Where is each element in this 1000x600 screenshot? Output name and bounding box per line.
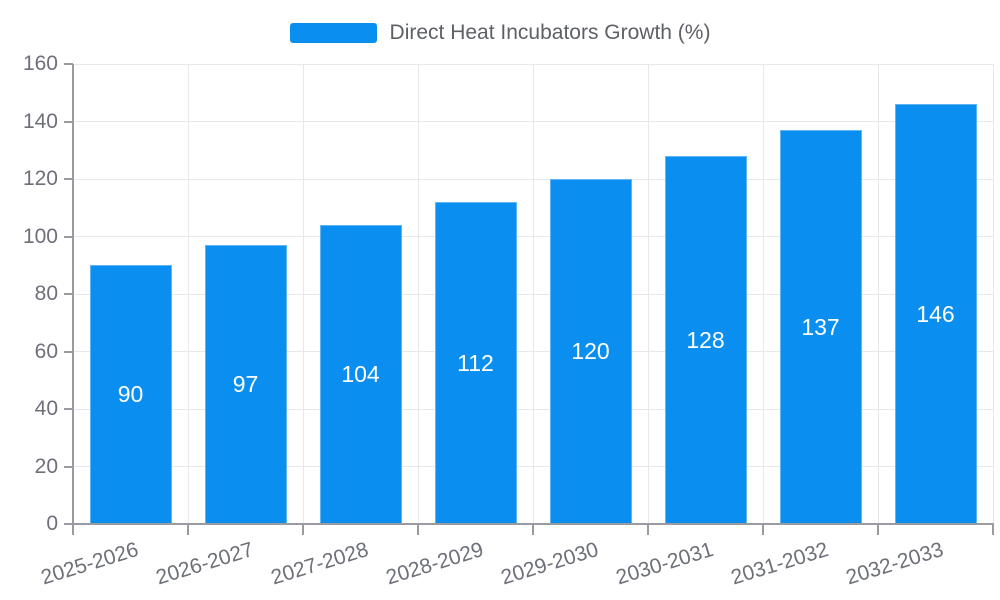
gridline-vertical bbox=[417, 64, 419, 524]
y-tick-label: 0 bbox=[46, 512, 58, 535]
y-axis-tick bbox=[64, 63, 73, 65]
y-axis-tick bbox=[64, 408, 73, 410]
bar-value-label: 128 bbox=[686, 326, 725, 353]
y-tick-label: 140 bbox=[22, 109, 58, 133]
bar-2030-2031[interactable]: 128 bbox=[664, 156, 747, 524]
y-tick-label: 60 bbox=[34, 339, 58, 363]
y-tick-label: 120 bbox=[22, 167, 58, 190]
x-tick-label: 2027-2028 bbox=[268, 538, 372, 590]
y-axis-tick bbox=[64, 293, 73, 295]
y-axis-line bbox=[72, 64, 74, 525]
bar-2028-2029[interactable]: 112 bbox=[434, 202, 517, 524]
gridline-vertical bbox=[532, 64, 534, 524]
gridline-vertical bbox=[302, 64, 304, 524]
bar-2032-2033[interactable]: 146 bbox=[894, 104, 977, 524]
x-axis-tick bbox=[417, 524, 419, 535]
legend-item[interactable]: Direct Heat Incubators Growth (%) bbox=[0, 20, 1000, 46]
y-axis-tick bbox=[64, 120, 73, 123]
bar-2027-2028[interactable]: 104 bbox=[319, 225, 402, 524]
x-axis-line bbox=[72, 523, 994, 525]
x-axis-tick bbox=[992, 524, 994, 535]
y-axis-tick bbox=[64, 178, 73, 180]
gridline-vertical bbox=[992, 64, 994, 524]
y-axis-tick bbox=[64, 465, 73, 468]
x-tick-label: 2031-2032 bbox=[728, 538, 832, 590]
x-tick-label: 2032-2033 bbox=[843, 538, 947, 590]
y-tick-label: 160 bbox=[22, 52, 58, 75]
legend-label: Direct Heat Incubators Growth (%) bbox=[389, 21, 711, 44]
gridline-vertical bbox=[877, 64, 879, 524]
x-tick-label: 2028-2029 bbox=[383, 538, 487, 590]
bar-2029-2030[interactable]: 120 bbox=[549, 179, 632, 524]
x-axis-tick bbox=[762, 524, 764, 535]
y-axis-tick bbox=[64, 235, 73, 238]
legend-swatch bbox=[289, 23, 377, 43]
y-tick-label: 40 bbox=[34, 397, 58, 420]
gridline-vertical bbox=[187, 64, 189, 524]
y-tick-label: 100 bbox=[22, 224, 58, 248]
x-axis-tick bbox=[532, 524, 534, 535]
bar-value-label: 104 bbox=[341, 361, 380, 387]
bar-2025-2026[interactable]: 90 bbox=[89, 265, 172, 524]
bar-value-label: 137 bbox=[801, 313, 840, 340]
gridline-vertical bbox=[762, 64, 764, 524]
x-tick-label: 2026-2027 bbox=[153, 538, 257, 590]
bar-value-label: 90 bbox=[117, 381, 144, 408]
x-axis-tick bbox=[877, 524, 879, 535]
x-axis-tick bbox=[302, 524, 304, 535]
x-tick-label: 2030-2031 bbox=[613, 538, 717, 590]
x-axis-tick bbox=[647, 524, 649, 535]
y-tick-label: 20 bbox=[34, 454, 58, 478]
y-axis-tick bbox=[64, 523, 73, 525]
bar-value-label: 112 bbox=[457, 349, 494, 376]
bar-value-label: 97 bbox=[232, 371, 259, 398]
y-tick-label: 80 bbox=[34, 282, 58, 305]
x-tick-label: 2025-2026 bbox=[38, 538, 142, 590]
gridline-vertical bbox=[647, 64, 649, 524]
x-axis-tick bbox=[72, 524, 74, 535]
bar-2026-2027[interactable]: 97 bbox=[204, 245, 287, 524]
x-tick-label: 2029-2030 bbox=[498, 538, 602, 590]
x-axis-tick bbox=[187, 524, 189, 535]
bar-2031-2032[interactable]: 137 bbox=[779, 130, 862, 524]
bar-value-label: 146 bbox=[916, 300, 955, 327]
y-axis-tick bbox=[64, 350, 73, 353]
bar-value-label: 120 bbox=[571, 338, 610, 364]
